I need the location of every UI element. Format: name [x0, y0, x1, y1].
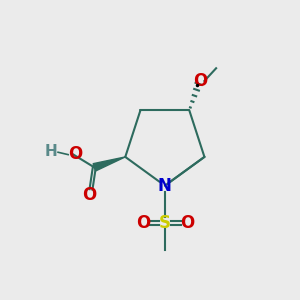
Polygon shape [93, 157, 125, 171]
Text: S: S [159, 214, 171, 232]
Text: O: O [193, 72, 207, 90]
Text: N: N [158, 177, 172, 195]
Text: O: O [82, 186, 97, 204]
Text: O: O [68, 145, 83, 163]
Text: O: O [180, 214, 194, 232]
Text: O: O [136, 214, 150, 232]
Text: H: H [44, 144, 57, 159]
